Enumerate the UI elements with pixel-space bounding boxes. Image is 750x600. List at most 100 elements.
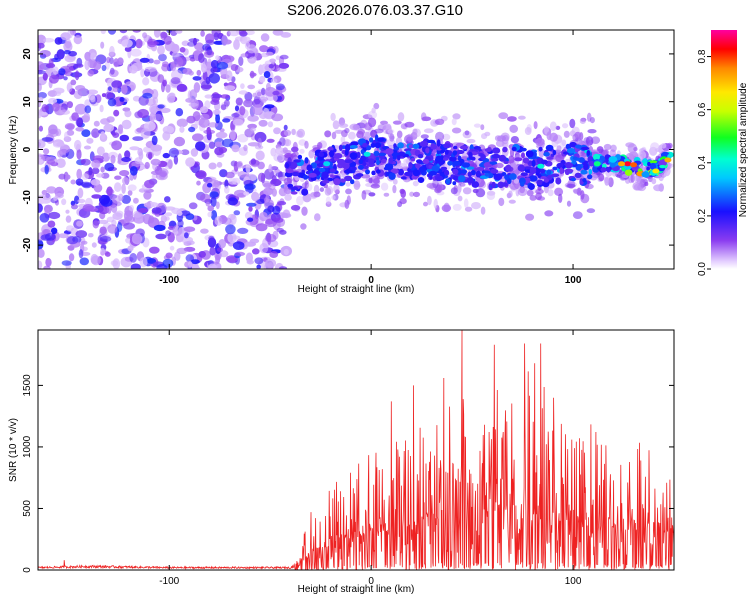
ridge-core-blob [290,186,299,191]
ridge-halo-blob [500,132,510,142]
ridge-hotspot [363,151,371,157]
ridge-core-blob [455,149,465,155]
noise-blob [91,255,101,266]
noise-blob [91,194,102,199]
noise-blob [96,173,105,178]
noise-blob [128,204,134,212]
ridge-core-blob [489,161,498,165]
noise-blob [278,266,288,269]
ridge-core-blob [521,152,525,159]
ridge-core-blob [344,144,351,152]
ridge-halo-blob [427,195,432,206]
noise-blob [215,254,221,265]
noise-blob [38,203,43,213]
ridge-halo-blob [306,183,313,192]
noise-blob [190,148,199,157]
ridge-core-blob [358,159,363,165]
noise-blob [121,157,131,162]
noise-blob [244,183,256,190]
noise-blob [124,109,132,118]
noise-blob [83,145,92,150]
noise-blob [256,264,261,269]
noise-blob [98,219,109,224]
ridge-halo-blob [625,142,635,148]
noise-blob [238,56,244,67]
noise-blob [230,64,239,71]
noise-blob [156,171,168,181]
noise-blob [214,141,222,147]
ridge-halo-blob [283,177,293,186]
ridge-core-blob [580,146,590,151]
ridge-halo-blob [331,195,336,201]
ridge-halo-blob [397,112,405,122]
ridge-core-blob [452,160,461,166]
noise-blob [166,93,176,104]
ridge-halo-blob [524,127,532,135]
ridge-halo-blob [296,195,304,206]
ridge-core-blob [449,155,457,162]
ridge-halo-blob [389,133,395,142]
noise-blob [129,253,137,263]
noise-blob [255,223,268,232]
ridge-halo-blob [334,129,344,134]
spectrogram-x-axis-label: Height of straight line (km) [298,284,415,295]
ridge-core-blob [417,177,425,183]
noise-blob [280,32,292,38]
noise-blob [83,112,90,122]
noise-blob [210,93,222,99]
ridge-core-blob [491,181,496,189]
ridge-halo-blob [462,187,472,195]
ridge-hotspot [664,157,672,163]
noise-blob [110,260,119,266]
noise-blob [231,113,240,118]
noise-blob [247,115,259,122]
ridge-halo-blob [314,213,321,222]
ridge-core-blob [452,175,459,181]
ridge-halo-blob [420,134,429,139]
noise-blob [151,174,158,179]
noise-blob [99,226,107,235]
ridge-core-blob [297,154,303,160]
ridge-halo-blob [436,183,441,193]
noise-blob [42,72,48,81]
noise-blob [73,35,83,45]
ridge-core-blob [321,179,330,184]
noise-blob [38,34,47,45]
noise-blob [243,191,250,196]
ridge-core-blob [435,155,443,162]
noise-blob [175,30,183,34]
ridge-core-blob [366,145,372,151]
noise-blob [244,241,256,247]
noise-blob [250,127,256,132]
ridge-core-blob [374,142,381,149]
ridge-halo-blob [392,184,397,194]
noise-blob [54,37,63,45]
ridge-halo-blob [508,190,513,198]
ridge-core-blob [444,149,449,155]
ridge-halo-blob [518,115,526,120]
noise-blob [131,233,143,245]
ridge-core-blob [308,172,317,178]
ridge-core-blob [540,168,546,174]
noise-blob [198,53,205,63]
noise-blob [111,80,123,89]
ridge-halo-blob [513,178,519,184]
noise-blob [164,212,173,217]
ridge-core-blob [317,155,324,161]
ridge-core-blob [525,150,534,158]
snr-plot-frame [37,329,675,571]
noise-blob [54,91,62,96]
colorbar-ticks: 0.0 0.2 0.4 0.6 0.8 [697,49,711,276]
noise-blob [44,205,52,213]
noise-blob [144,179,155,189]
noise-blob [66,82,73,93]
noise-blob [106,56,111,64]
noise-blob [100,251,105,256]
noise-blob [113,58,120,68]
ridge-core-blob [436,139,441,147]
noise-blob [81,129,91,138]
noise-blob [237,133,249,143]
ridge-halo-blob [576,187,582,196]
ridge-core-blob [570,177,577,182]
noise-blob [150,144,163,152]
